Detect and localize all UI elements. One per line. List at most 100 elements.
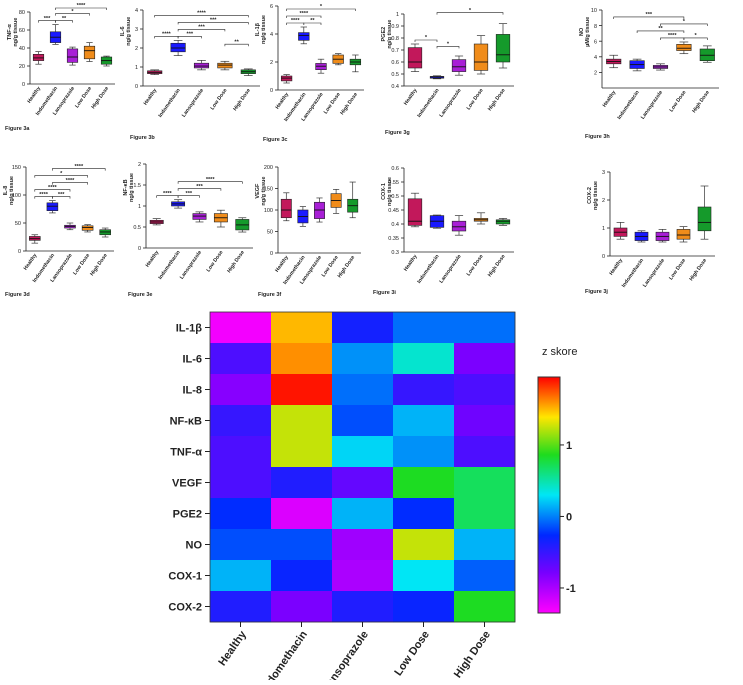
heatmap-cell <box>393 312 455 344</box>
heatmap-cell <box>332 560 394 592</box>
significance-label: **** <box>162 32 172 38</box>
box-low-dose <box>217 62 233 69</box>
heatmap-cell <box>271 560 333 592</box>
x-tick-label: Healthy <box>23 253 39 272</box>
significance-bracket <box>414 39 438 42</box>
significance-bracket <box>177 22 249 25</box>
y-tick-label: 1 <box>396 12 399 18</box>
heatmap-row-label: IL-8 <box>182 385 202 397</box>
x-tick-label: Low Dose <box>466 88 485 112</box>
significance-label: **** <box>197 11 207 17</box>
x-tick-label: High Dose <box>339 92 359 117</box>
box-low-dose <box>676 229 691 240</box>
x-tick-label: Indomethacin <box>416 88 440 119</box>
significance-label: *** <box>210 18 217 24</box>
significance-bracket <box>303 22 322 25</box>
significance-label: ** <box>310 18 315 24</box>
significance-bracket <box>177 195 200 198</box>
x-tick-label: High Dose <box>691 90 711 115</box>
x-tick-label: High Dose <box>232 88 252 113</box>
y-tick-label: 0.45 <box>388 208 399 214</box>
box-healthy <box>407 47 423 69</box>
significance-bracket <box>613 16 685 19</box>
y-axis-label: NF-κBng/g tissue <box>123 173 135 202</box>
y-tick-label: 1 <box>138 204 141 210</box>
y-tick-label: 4 <box>135 8 138 14</box>
x-tick-label: High Dose <box>487 254 507 279</box>
significance-label: *** <box>187 32 194 38</box>
significance-bracket <box>177 188 222 191</box>
heatmap-cell <box>393 374 455 406</box>
y-tick-label: 0.6 <box>391 60 399 66</box>
significance-bracket <box>55 20 73 23</box>
x-tick-label: Healthy <box>145 250 161 269</box>
colorbar-tick-label: -1 <box>566 583 576 595</box>
box-low-dose <box>473 43 489 71</box>
heatmap-cell <box>271 529 333 561</box>
heatmap-cell <box>393 560 455 592</box>
significance-label: **** <box>77 3 87 9</box>
y-tick-label: 0.4 <box>391 84 399 90</box>
x-tick-label: Indomethacin <box>157 88 181 119</box>
y-tick-label: 4 <box>270 32 273 38</box>
box-lansoprazole <box>193 62 210 69</box>
heatmap-cell <box>393 529 455 561</box>
y-axis-label-line: ng/g tissue <box>593 181 599 210</box>
significance-label: **** <box>163 191 173 197</box>
y-axis-label: COX-1ng/g tissue <box>381 177 393 206</box>
x-tick-label: Low Dose <box>669 90 688 114</box>
heatmap-cell <box>271 436 333 468</box>
heatmap-cell <box>332 436 394 468</box>
x-tick-label: Lansoprazole <box>642 258 666 289</box>
heatmap-cell <box>271 498 333 530</box>
heatmap-cell <box>332 498 394 530</box>
significance-label: * <box>683 19 686 25</box>
significance-bracket <box>286 8 356 11</box>
y-axis-label-line: ng/g tissue <box>126 17 132 46</box>
y-axis-label-line: ng/g tissue <box>129 173 135 202</box>
box-healthy <box>280 198 292 219</box>
y-tick-label: 0 <box>270 251 273 257</box>
y-tick-label: 20 <box>19 64 25 70</box>
significance-label: ** <box>658 26 663 32</box>
y-axis-label-line: ng/g tissue <box>261 177 267 206</box>
x-tick-label: Healthy <box>403 254 419 273</box>
x-tick-label: High Dose <box>337 255 357 280</box>
heatmap-cell <box>332 467 394 499</box>
x-tick-label: Indomethacin <box>616 90 640 121</box>
heatmap-col-label: Healthy <box>216 628 249 668</box>
colorbar-tick-label: 0 <box>566 511 572 523</box>
y-tick-label: 150 <box>12 165 21 171</box>
y-axis-label-line: COX-2 <box>587 187 593 204</box>
significance-label: *** <box>198 25 205 31</box>
y-tick-label: 50 <box>267 230 273 236</box>
y-tick-label: 0 <box>270 88 273 94</box>
heatmap-row-label: TNF-α <box>170 447 202 459</box>
significance-bracket <box>177 36 202 39</box>
box-high-dose <box>495 219 511 225</box>
y-tick-label: 1.5 <box>133 183 141 189</box>
x-tick-label: Lansoprazole <box>181 88 205 119</box>
box-indomethacin <box>298 32 310 41</box>
box-high-dose <box>495 34 511 63</box>
x-tick-label: High Dose <box>689 258 709 283</box>
significance-label: **** <box>668 33 678 39</box>
significance-label: **** <box>48 185 58 191</box>
y-tick-label: 50 <box>15 221 21 227</box>
significance-bracket <box>154 15 249 18</box>
y-tick-label: 60 <box>19 28 25 34</box>
significance-bracket <box>55 7 107 10</box>
significance-label: **** <box>74 164 84 170</box>
y-tick-label: 150 <box>264 187 273 193</box>
y-tick-label: 100 <box>264 208 273 214</box>
heatmap-cell <box>210 436 272 468</box>
y-tick-label: 0 <box>18 249 21 255</box>
heatmap-row-label: PGE2 <box>173 509 202 521</box>
figure-label: Figure 3e <box>128 292 152 298</box>
colorbar-bar <box>537 376 561 614</box>
